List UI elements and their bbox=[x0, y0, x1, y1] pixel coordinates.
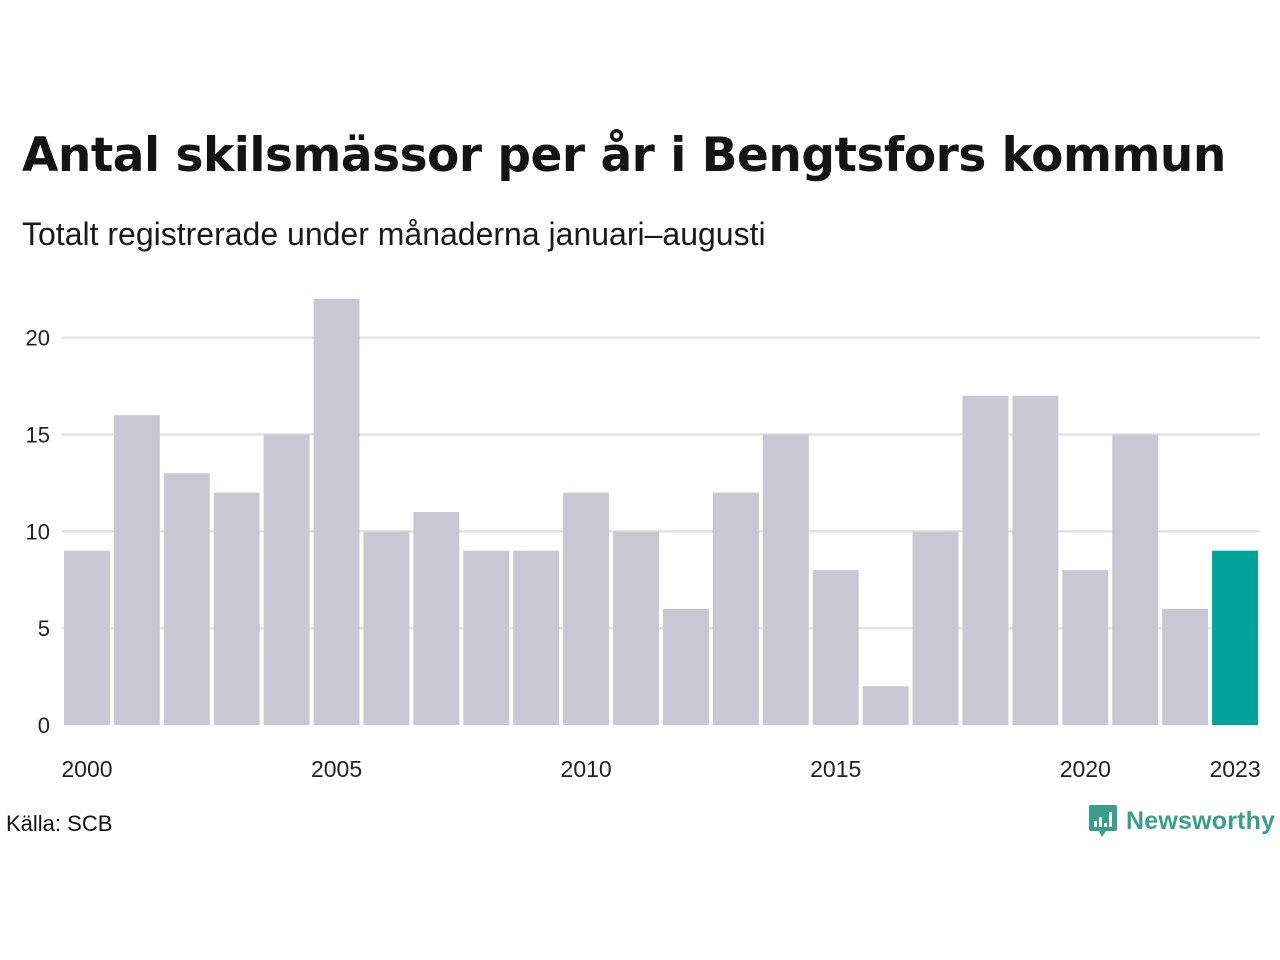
x-tick-label: 2023 bbox=[1209, 756, 1260, 782]
bar-2022 bbox=[1162, 608, 1209, 725]
bar-2015 bbox=[812, 570, 859, 725]
bar-2009 bbox=[513, 550, 560, 725]
x-tick-label: 2015 bbox=[810, 756, 861, 782]
x-tick-label: 2005 bbox=[311, 756, 362, 782]
bar-2020 bbox=[1062, 570, 1109, 725]
y-tick-label: 0 bbox=[38, 713, 50, 738]
y-axis-ticks: 0 5 10 15 20 bbox=[26, 326, 50, 738]
bar-2002 bbox=[163, 473, 210, 725]
newsworthy-logo-icon bbox=[1089, 805, 1117, 837]
bar-2018 bbox=[962, 395, 1009, 725]
chart-title: Antal skilsmässor per år i Bengtsfors ko… bbox=[22, 128, 1226, 183]
x-tick-label: 2010 bbox=[561, 756, 612, 782]
y-tick-label: 5 bbox=[38, 616, 50, 641]
y-tick-label: 20 bbox=[26, 326, 50, 351]
bar-2007 bbox=[413, 512, 460, 725]
bar-2000 bbox=[64, 550, 110, 725]
y-tick-label: 10 bbox=[26, 519, 50, 544]
bar-2008 bbox=[463, 550, 510, 725]
bar-2017 bbox=[912, 531, 959, 725]
x-tick-label: 2000 bbox=[61, 756, 112, 782]
bar-2006 bbox=[363, 531, 410, 725]
x-tick-label: 2020 bbox=[1060, 756, 1111, 782]
gridlines bbox=[62, 336, 1260, 630]
brand-name: Newsworthy bbox=[1126, 806, 1276, 835]
bar-2023 bbox=[1212, 550, 1258, 725]
y-tick-label: 15 bbox=[26, 423, 50, 448]
chart-subtitle: Totalt registrerade under månaderna janu… bbox=[22, 216, 766, 252]
bar-2005 bbox=[313, 299, 360, 725]
bars bbox=[64, 299, 1258, 725]
bar-2010 bbox=[563, 492, 610, 725]
bar-2016 bbox=[862, 686, 909, 725]
bar-2004 bbox=[263, 434, 310, 725]
x-axis-ticks: 2000 2005 2010 2015 2020 2023 bbox=[61, 756, 1260, 782]
source-note: Källa: SCB bbox=[6, 811, 113, 836]
bar-2011 bbox=[613, 531, 659, 725]
bar-2021 bbox=[1112, 434, 1159, 725]
bar-2012 bbox=[663, 608, 709, 725]
bar-2014 bbox=[762, 434, 809, 725]
bar-2013 bbox=[712, 492, 759, 725]
bar-2001 bbox=[113, 415, 160, 725]
bar-2019 bbox=[1012, 395, 1059, 725]
bar-2003 bbox=[213, 492, 260, 725]
bar-chart: 0 5 10 15 20 2000 2005 2010 2015 2020 2023 bbox=[26, 299, 1261, 782]
brand-logo: Newsworthy bbox=[1088, 804, 1275, 838]
